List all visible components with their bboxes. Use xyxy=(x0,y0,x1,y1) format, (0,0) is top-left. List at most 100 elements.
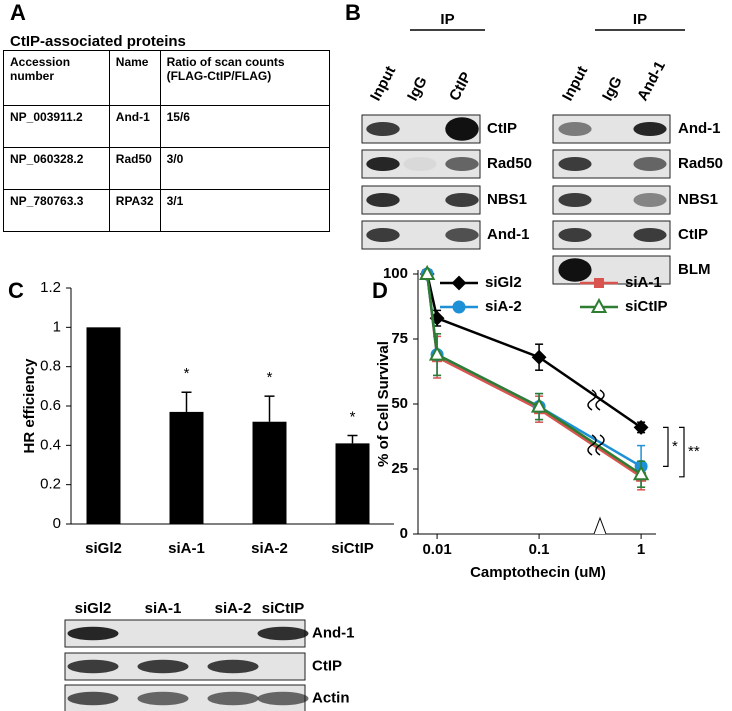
lane-label: And-1 xyxy=(634,58,669,104)
legend-label: siA-1 xyxy=(625,274,662,291)
table-cell: NP_003911.2 xyxy=(3,105,110,148)
panel-label: A xyxy=(10,0,26,25)
y-tick-label: 0.2 xyxy=(40,476,61,493)
blot-row-label: CtIP xyxy=(312,657,342,674)
blot-row-label: NBS1 xyxy=(487,191,527,208)
bar xyxy=(252,421,287,524)
lane-label: IgG xyxy=(404,74,431,104)
y-tick-label: 1 xyxy=(53,318,61,335)
blot-band xyxy=(445,117,479,141)
blot-band xyxy=(558,258,592,282)
significance-label: ** xyxy=(688,443,700,460)
blot-row-label: CtIP xyxy=(678,226,708,243)
blot-band xyxy=(633,122,667,136)
table-cell: And-1 xyxy=(108,105,161,148)
lane-label: CtIP xyxy=(446,69,475,103)
marker xyxy=(428,345,446,361)
table-cell: 15/6 xyxy=(159,105,331,148)
x-tick-label: siGl2 xyxy=(85,540,122,557)
table-cell: NP_780763.3 xyxy=(3,189,110,232)
marker xyxy=(632,465,650,481)
blot-band xyxy=(445,228,479,242)
lane-label: siCtIP xyxy=(262,600,305,617)
significance-label: * xyxy=(672,438,678,455)
table-cell: Ratio of scan counts (FLAG-CtIP/FLAG) xyxy=(159,50,331,106)
blot-band xyxy=(67,659,119,674)
significance-label: * xyxy=(350,408,356,425)
blot-row-label: Actin xyxy=(312,689,350,706)
blot-row-label: NBS1 xyxy=(678,191,718,208)
lane-label: Input xyxy=(367,63,399,103)
blot-band xyxy=(445,157,479,171)
panel-label: C xyxy=(8,278,24,303)
x-tick-label: 1 xyxy=(637,541,645,558)
blot-band xyxy=(366,193,400,207)
blot-band xyxy=(633,157,667,171)
blot-row-label: And-1 xyxy=(312,624,355,641)
series-line xyxy=(425,273,642,476)
bar xyxy=(86,327,121,524)
blot-band xyxy=(257,691,309,706)
bar xyxy=(169,411,204,524)
x-tick-label: siA-1 xyxy=(168,540,205,557)
lane-label: siGl2 xyxy=(75,600,112,617)
y-axis-label: HR efficiency xyxy=(21,358,38,454)
x-tick-label: 0.01 xyxy=(422,541,451,558)
blot-row-label: And-1 xyxy=(487,226,530,243)
blot-band xyxy=(633,228,667,242)
bar xyxy=(335,443,370,524)
legend-label: siGl2 xyxy=(485,274,522,291)
blot-row-label: And-1 xyxy=(678,120,721,137)
blot-band xyxy=(257,626,309,641)
blot-band xyxy=(633,193,667,207)
table-cell: RPA32 xyxy=(108,189,161,232)
blot-band xyxy=(366,228,400,242)
table-row: NP_003911.2 And-1 15/6 xyxy=(3,105,331,148)
blot-band xyxy=(558,193,592,207)
y-tick-label: 0 xyxy=(400,525,408,542)
significance-label: * xyxy=(184,365,190,382)
table-cell: NP_060328.2 xyxy=(3,147,110,190)
lane-label: siA-1 xyxy=(145,600,182,617)
lane-label: Input xyxy=(559,63,591,103)
table-row: NP_780763.3 RPA32 3/1 xyxy=(3,189,331,232)
x-tick-label: siCtIP xyxy=(331,540,374,557)
y-tick-label: 0.6 xyxy=(40,397,61,414)
blot-band xyxy=(403,157,437,171)
table-cell: Rad50 xyxy=(108,147,161,190)
blot-band xyxy=(67,626,119,641)
y-tick-label: 0.8 xyxy=(40,358,61,375)
y-axis-label: % of Cell Survival xyxy=(375,341,392,467)
table-cell: 3/1 xyxy=(159,189,331,232)
blot-band xyxy=(558,157,592,171)
x-tick-label: 0.1 xyxy=(529,541,550,558)
blot-band xyxy=(558,228,592,242)
lane-label: IgG xyxy=(599,74,626,104)
significance-bracket xyxy=(663,426,669,467)
x-axis-label: Camptothecin (uM) xyxy=(470,564,606,581)
x-tick-label: siA-2 xyxy=(251,540,288,557)
y-tick-label: 75 xyxy=(391,330,408,347)
marker xyxy=(590,297,608,313)
ip-label: IP xyxy=(633,11,647,28)
marker xyxy=(451,275,467,291)
blot-band xyxy=(207,691,259,706)
ip-label: IP xyxy=(440,11,454,28)
table-cell: Name xyxy=(108,50,161,106)
marker xyxy=(633,419,649,435)
y-tick-label: 0.4 xyxy=(40,436,61,453)
line-break xyxy=(587,434,605,456)
table-row: NP_060328.2 Rad50 3/0 xyxy=(3,147,331,190)
blot-row-label: Rad50 xyxy=(487,155,532,172)
y-tick-label: 0 xyxy=(53,515,61,532)
blot-band xyxy=(137,691,189,706)
significance-bracket xyxy=(679,426,685,478)
table-cell: Accession number xyxy=(3,50,110,106)
blot-band xyxy=(558,122,592,136)
blot-band xyxy=(366,122,400,136)
blot-band xyxy=(137,659,189,674)
blot-band xyxy=(67,691,119,706)
panel-label: B xyxy=(345,0,361,25)
table-cell: 3/0 xyxy=(159,147,331,190)
legend-label: siA-2 xyxy=(485,298,522,315)
